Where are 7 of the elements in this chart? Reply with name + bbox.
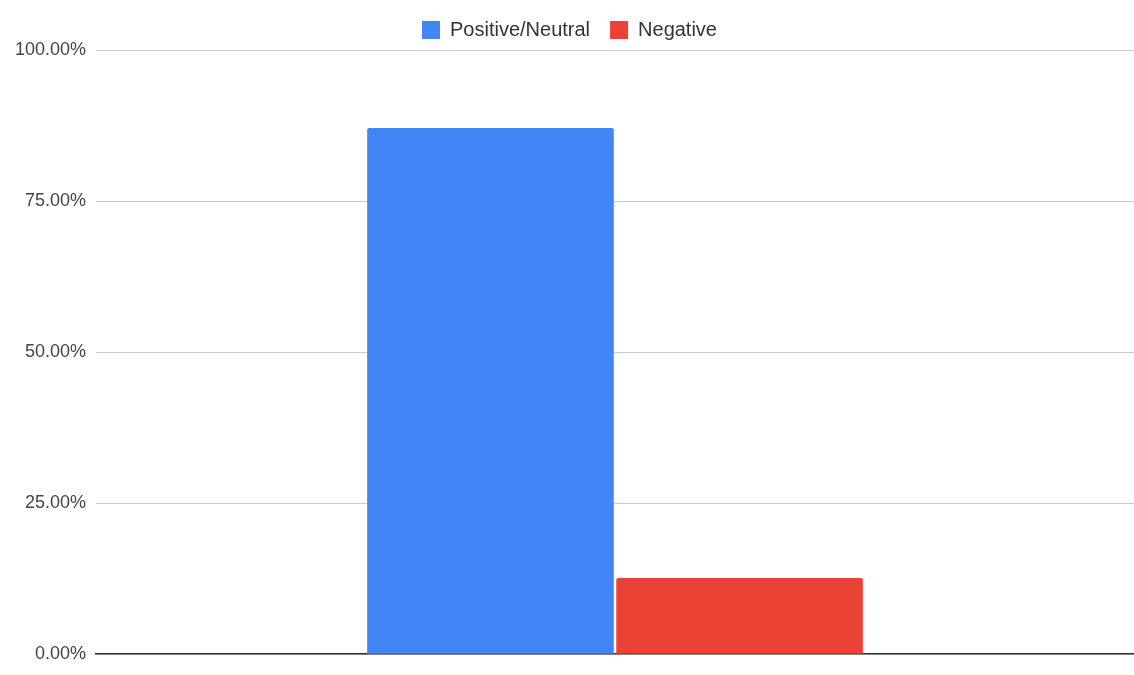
y-tick-label: 100.00% [15,38,87,59]
y-tick-label: 50.00% [25,341,87,362]
y-tick-label: 75.00% [25,190,87,211]
y-tick-label: 0.00% [35,643,87,664]
y-tick-label: 25.00% [25,492,87,513]
legend-label: Positive/Neutral [450,17,591,40]
legend-label: Negative [638,17,717,40]
